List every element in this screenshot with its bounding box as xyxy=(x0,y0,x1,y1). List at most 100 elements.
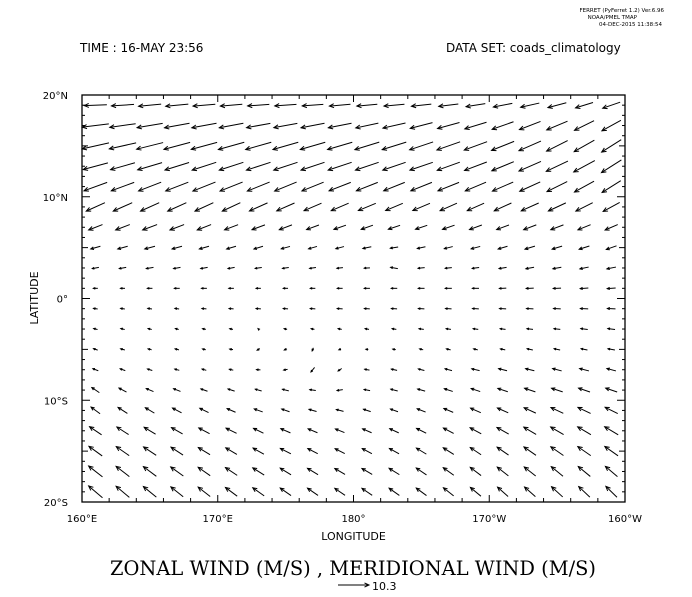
wind-arrow xyxy=(250,224,266,231)
wind-arrow xyxy=(87,465,103,478)
wind-arrow xyxy=(119,368,126,372)
wind-arrow xyxy=(135,142,164,151)
wind-arrow xyxy=(354,122,379,130)
wind-arrow xyxy=(273,103,297,109)
wind-arrow xyxy=(245,122,271,130)
wind-arrow xyxy=(441,224,455,231)
wind-arrow xyxy=(573,120,595,131)
wind-arrow xyxy=(389,246,399,250)
wind-arrow xyxy=(275,202,295,212)
wind-arrow xyxy=(248,202,268,212)
wind-arrow xyxy=(361,246,372,250)
wind-arrow xyxy=(335,388,343,392)
wind-arrow xyxy=(414,224,428,231)
wind-arrow xyxy=(281,286,289,290)
wind-arrow xyxy=(135,122,163,130)
wind-arrow xyxy=(115,485,130,498)
wind-arrow xyxy=(442,487,454,497)
wind-arrow xyxy=(524,286,534,290)
wind-arrow xyxy=(92,347,98,351)
wind-arrow xyxy=(603,445,619,457)
wind-arrow xyxy=(384,202,403,212)
wind-arrow xyxy=(299,161,325,172)
wind-arrow xyxy=(174,327,179,331)
wind-arrow xyxy=(605,367,617,372)
wind-arrow xyxy=(306,428,318,434)
wind-arrow xyxy=(388,487,400,496)
wind-arrow xyxy=(550,465,564,477)
wind-arrow xyxy=(117,387,127,393)
y-tick-label: 20°N xyxy=(43,91,68,102)
wind-arrow xyxy=(408,141,434,151)
wind-arrow xyxy=(444,266,452,270)
reference-vector-label: 10.3 xyxy=(372,580,397,593)
wind-arrow xyxy=(308,266,317,270)
y-tick-label: 10°S xyxy=(44,396,68,407)
wind-arrow xyxy=(471,266,480,270)
wind-arrow xyxy=(579,327,588,331)
wind-arrow xyxy=(415,447,427,455)
wind-arrow xyxy=(142,465,157,477)
wind-arrow xyxy=(172,266,181,270)
wind-arrow xyxy=(549,446,564,456)
wind-vectors xyxy=(80,101,622,499)
wind-arrow xyxy=(92,307,98,310)
wind-arrow xyxy=(436,181,460,192)
wind-arrow xyxy=(83,102,107,108)
wind-arrow xyxy=(92,286,98,290)
wind-arrow xyxy=(498,307,507,310)
wind-arrow xyxy=(603,224,618,231)
wind-arrow xyxy=(228,348,234,351)
wind-arrow xyxy=(254,286,261,290)
wind-arrow xyxy=(606,347,615,351)
wind-arrow xyxy=(224,486,238,497)
plot-frame xyxy=(81,94,626,503)
wind-arrow xyxy=(191,103,216,109)
wind-arrow xyxy=(497,367,508,372)
wind-arrow xyxy=(115,426,129,435)
wind-arrow xyxy=(498,287,507,290)
wind-arrow xyxy=(490,121,514,131)
wind-arrow xyxy=(252,245,264,250)
wind-arrow xyxy=(381,122,406,130)
reference-vector-group xyxy=(338,582,371,588)
wind-arrow xyxy=(389,266,398,270)
wind-arrow xyxy=(146,286,153,290)
wind-arrow xyxy=(137,103,162,109)
wind-arrow xyxy=(438,202,458,212)
wind-arrow xyxy=(115,445,130,457)
x-axis-title: LONGITUDE xyxy=(321,530,386,543)
wind-arrow xyxy=(110,181,135,192)
wind-arrow xyxy=(463,141,488,151)
wind-arrow xyxy=(496,245,508,250)
wind-arrow xyxy=(190,122,217,130)
wind-arrow xyxy=(332,224,347,231)
wind-arrow xyxy=(464,181,487,192)
wind-arrow xyxy=(545,140,568,152)
wind-arrow xyxy=(254,307,261,310)
wind-arrow xyxy=(576,426,592,436)
wind-arrow xyxy=(308,286,316,290)
wind-arrow xyxy=(173,348,180,351)
wind-arrow xyxy=(360,224,374,231)
wind-arrow xyxy=(171,407,182,414)
wind-arrow xyxy=(523,387,536,393)
wind-arrow xyxy=(109,162,136,171)
wind-arrow xyxy=(197,427,210,435)
wind-arrow xyxy=(197,446,211,456)
wind-arrow xyxy=(443,246,453,250)
wind-arrow xyxy=(576,224,591,231)
wind-arrow xyxy=(545,120,568,131)
wind-arrow xyxy=(144,407,155,414)
y-axis-title: LATITUDE xyxy=(28,271,41,324)
wind-arrow xyxy=(201,327,206,331)
wind-arrow xyxy=(224,447,238,455)
wind-arrow xyxy=(382,181,405,192)
wind-arrow xyxy=(390,327,397,331)
wind-arrow xyxy=(108,123,136,130)
wind-arrow xyxy=(551,286,562,290)
wind-arrow xyxy=(89,245,101,250)
wind-arrow xyxy=(221,202,241,212)
wind-arrow xyxy=(360,487,373,496)
wind-arrow xyxy=(226,388,235,392)
